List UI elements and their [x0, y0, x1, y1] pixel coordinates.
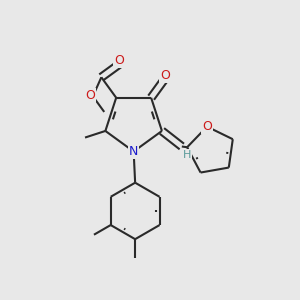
Text: O: O: [160, 69, 170, 82]
Text: H: H: [183, 150, 191, 160]
Text: N: N: [129, 145, 138, 158]
Text: O: O: [202, 120, 212, 133]
Text: O: O: [85, 89, 95, 102]
Text: O: O: [114, 54, 124, 67]
